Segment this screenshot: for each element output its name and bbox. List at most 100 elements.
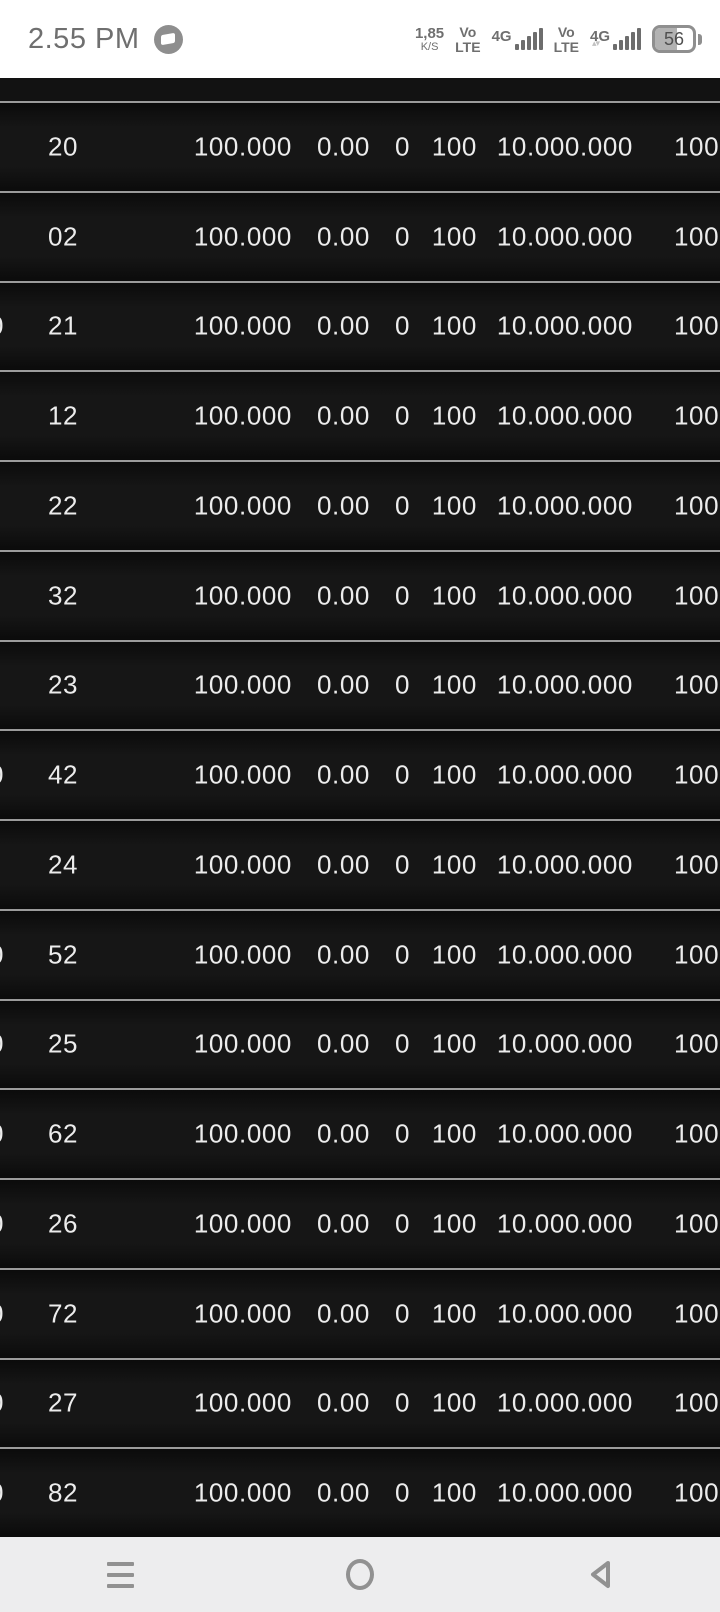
left-edge-fragment: 0 <box>0 311 6 342</box>
row-value: 100.000 <box>193 131 292 162</box>
left-edge-fragment: 0 <box>0 1208 6 1239</box>
row-value: 10.000.000 <box>496 939 633 970</box>
row-value: 10.000.000 <box>496 490 633 521</box>
status-bar: 2.55 PM 1,85 K/S Vo LTE 4G Vo LTE 4G ▴▾ <box>0 0 720 78</box>
signal-icon-sim2: 4G ▴▾ <box>590 28 641 50</box>
left-edge-fragment: 0 <box>0 760 6 791</box>
row-number: 12 <box>48 400 79 431</box>
row-value: 100 <box>431 131 477 162</box>
network-type-sim1: 4G <box>491 28 512 45</box>
row-number: 25 <box>48 1028 79 1059</box>
clock: 2.55 PM <box>28 22 140 55</box>
row-value: 10.000.000 <box>496 221 633 252</box>
row-value: 100.000 <box>193 310 292 341</box>
row-value: 100.000 <box>193 400 292 431</box>
row-value: 0.00 <box>316 1028 370 1059</box>
row-value: 10.000.000 <box>496 310 633 341</box>
row-value: 10.000.000 <box>496 1477 633 1508</box>
row-value: 0 <box>394 1387 410 1418</box>
row-value: 100 <box>431 1028 477 1059</box>
row-value: 0 <box>394 1477 410 1508</box>
row-number: 02 <box>48 221 79 252</box>
row-value: 0 <box>394 490 410 521</box>
row-value: 100 <box>431 1208 477 1239</box>
row-value: 0.00 <box>316 400 370 431</box>
row-value: 10.000.000 <box>496 580 633 611</box>
row-value: 0 <box>394 580 410 611</box>
speed-value: 1,85 <box>414 24 445 42</box>
row-value: 0.00 <box>316 1387 370 1418</box>
row-value: 100.000 <box>193 939 292 970</box>
row-value: 100.000 <box>193 490 292 521</box>
network-type-sim2: 4G <box>589 28 610 45</box>
row-value: 0.00 <box>316 490 370 521</box>
home-button[interactable] <box>240 1537 480 1612</box>
row-value: 10.000.000 <box>496 669 633 700</box>
row-value: 0.00 <box>316 939 370 970</box>
row-value: 0.00 <box>316 131 370 162</box>
row-value: 100.000 <box>193 759 292 790</box>
signal-icon-sim1: 4G <box>492 28 543 50</box>
row-number: 32 <box>48 580 79 611</box>
row-value: 100.000 <box>193 1387 292 1418</box>
row-number: 72 <box>48 1298 79 1329</box>
notification-icon <box>153 24 183 54</box>
row-number: 42 <box>48 759 79 790</box>
row-value: 0.00 <box>316 1118 370 1149</box>
row-value: 0 <box>394 939 410 970</box>
row-number: 21 <box>48 310 79 341</box>
row-value: 100.000 <box>193 1477 292 1508</box>
back-button[interactable] <box>480 1537 720 1612</box>
clipped-previous-row <box>0 78 720 101</box>
row-value: 0.00 <box>316 669 370 700</box>
left-edge-fragment: 0 <box>0 1478 6 1509</box>
menu-button[interactable] <box>0 1537 240 1612</box>
row-number: 82 <box>48 1477 79 1508</box>
row-value: 10.000.000 <box>496 400 633 431</box>
row-value: 0.00 <box>316 221 370 252</box>
row-value: 0 <box>394 310 410 341</box>
row-value: 100 <box>431 490 477 521</box>
volte-icon-sim2: Vo LTE <box>554 25 579 54</box>
row-value: 10.000.000 <box>496 1028 633 1059</box>
row-value: 0.00 <box>316 759 370 790</box>
row-value: 100 <box>431 759 477 790</box>
row-number: 27 <box>48 1387 79 1418</box>
row-value: 100.000 <box>193 221 292 252</box>
row-value: 100.000 <box>193 1298 292 1329</box>
row-value: 0 <box>394 131 410 162</box>
volte-line2: LTE <box>455 38 481 55</box>
row-value: 100 <box>431 849 477 880</box>
row-value: 0 <box>394 1118 410 1149</box>
row-value: 0 <box>394 759 410 790</box>
speed-unit: K/S <box>420 40 439 53</box>
